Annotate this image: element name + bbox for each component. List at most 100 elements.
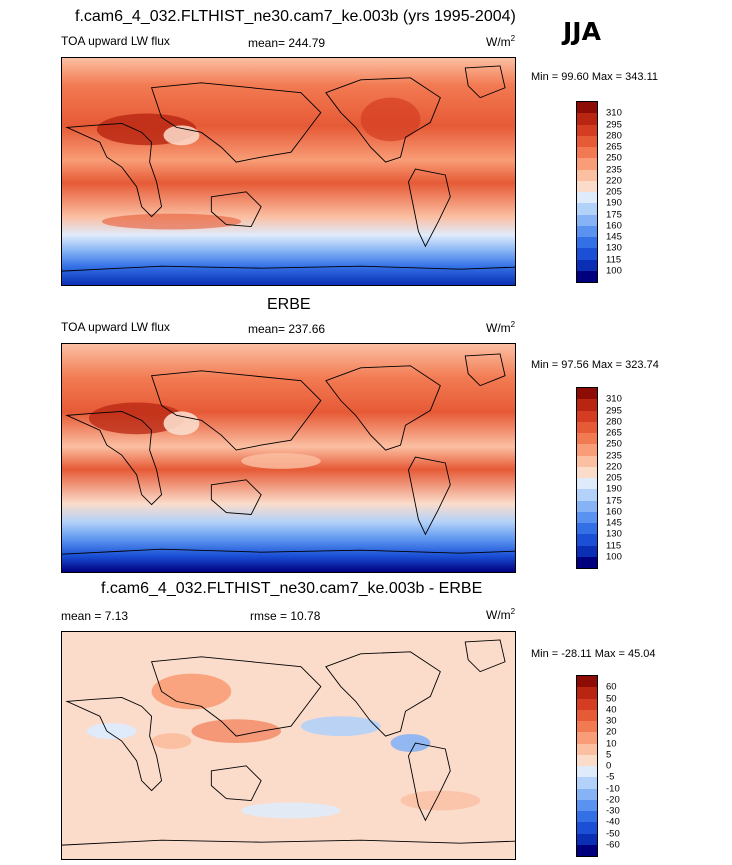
colorbar-tick-label: 310 <box>606 393 622 405</box>
season-label: JJA <box>563 17 601 46</box>
panel2-minmax: Min = 97.56 Max = 323.74 <box>531 359 659 371</box>
colorbar-tick-label: 40 <box>606 704 617 716</box>
colorbar-tick-label: -50 <box>606 828 620 839</box>
panel2-variable-label: TOA upward LW flux <box>61 320 170 334</box>
colorbar-swatch <box>577 102 597 114</box>
colorbar-tick-label: 250 <box>606 152 622 164</box>
panel2-colorbar <box>576 387 598 569</box>
colorbar-swatch <box>577 743 597 755</box>
panel3-rmse-label: rmse = 10.78 <box>250 609 321 623</box>
colorbar-tick-label: 235 <box>606 164 622 175</box>
colorbar-tick-label: 295 <box>606 119 622 130</box>
colorbar-swatch <box>577 523 597 535</box>
panel3-title: f.cam6_4_032.FLTHIST_ne30.cam7_ke.003b -… <box>101 580 483 597</box>
colorbar-tick-label: 205 <box>606 472 622 484</box>
colorbar-swatch <box>577 489 597 501</box>
colorbar-tick-label: 115 <box>606 254 622 265</box>
colorbar-swatch <box>577 158 597 170</box>
colorbar-swatch <box>577 433 597 445</box>
panel3-minmax: Min = -28.11 Max = 45.04 <box>531 648 656 660</box>
colorbar-tick-label: 235 <box>606 450 622 461</box>
colorbar-tick-label: 175 <box>606 495 622 506</box>
panel1-variable-label: TOA upward LW flux <box>61 34 170 48</box>
panel3-colorbar <box>576 675 598 857</box>
panel2-mean-label: mean= 237.66 <box>248 322 326 336</box>
colorbar-swatch <box>577 754 597 766</box>
colorbar-swatch <box>577 721 597 733</box>
colorbar-swatch <box>577 203 597 215</box>
colorbar-swatch <box>577 811 597 823</box>
colorbar-tick-label: 0 <box>606 760 612 772</box>
colorbar-swatch <box>577 135 597 147</box>
colorbar-tick-label: 250 <box>606 438 622 450</box>
panel2-map <box>61 343 516 573</box>
colorbar-swatch <box>577 788 597 800</box>
panel1-colorbar <box>576 101 598 283</box>
colorbar-swatch <box>577 147 597 159</box>
colorbar-swatch <box>577 421 597 433</box>
colorbar-swatch <box>577 766 597 778</box>
colorbar-tick-label: 30 <box>606 715 617 727</box>
colorbar-swatch <box>577 399 597 411</box>
colorbar-tick-label: 20 <box>606 726 617 738</box>
colorbar-tick-label: -60 <box>606 839 620 851</box>
colorbar-swatch <box>577 248 597 260</box>
colorbar-swatch <box>577 822 597 834</box>
colorbar-swatch <box>577 556 597 568</box>
colorbar-tick-label: 190 <box>606 483 622 495</box>
panel3-map-svg <box>62 632 515 859</box>
colorbar-tick-label: -30 <box>606 805 620 817</box>
colorbar-tick-label: 220 <box>606 461 622 473</box>
colorbar-tick-label: -10 <box>606 783 620 794</box>
colorbar-tick-label: 265 <box>606 427 622 439</box>
colorbar-tick-label: 280 <box>606 130 622 142</box>
panel2-map-svg <box>62 344 515 572</box>
colorbar-tick-label: 50 <box>606 693 617 704</box>
colorbar-tick-label: 220 <box>606 175 622 187</box>
panel1-map <box>61 57 516 286</box>
colorbar-swatch <box>577 169 597 181</box>
colorbar-swatch <box>577 676 597 688</box>
panel3-mean-label: mean = 7.13 <box>61 609 129 623</box>
colorbar-tick-label: 280 <box>606 416 622 428</box>
colorbar-tick-label: 100 <box>606 551 622 563</box>
colorbar-swatch <box>577 455 597 467</box>
colorbar-swatch <box>577 225 597 237</box>
colorbar-swatch <box>577 534 597 546</box>
colorbar-tick-label: 310 <box>606 107 622 119</box>
panel1-units: W/m2 <box>486 34 516 49</box>
colorbar-tick-label: 190 <box>606 197 622 209</box>
colorbar-swatch <box>577 687 597 699</box>
panel2-title: ERBE <box>267 296 311 313</box>
colorbar-swatch <box>577 113 597 125</box>
colorbar-swatch <box>577 545 597 557</box>
colorbar-swatch <box>577 478 597 490</box>
colorbar-swatch <box>577 388 597 400</box>
colorbar-swatch <box>577 410 597 422</box>
colorbar-tick-label: 5 <box>606 749 612 761</box>
panel3-units: W/m2 <box>486 607 516 622</box>
colorbar-swatch <box>577 466 597 478</box>
panel3-map <box>61 631 516 860</box>
colorbar-tick-label: 145 <box>606 231 622 243</box>
colorbar-swatch <box>577 709 597 721</box>
colorbar-tick-label: 10 <box>606 738 617 749</box>
colorbar-swatch <box>577 698 597 710</box>
panel1-minmax: Min = 99.60 Max = 343.11 <box>531 71 658 83</box>
panel1-title: f.cam6_4_032.FLTHIST_ne30.cam7_ke.003b (… <box>75 8 516 25</box>
colorbar-swatch <box>577 214 597 226</box>
colorbar-swatch <box>577 844 597 856</box>
colorbar-swatch <box>577 259 597 271</box>
colorbar-tick-label: 175 <box>606 209 622 220</box>
colorbar-tick-label: 205 <box>606 186 622 198</box>
panel2-units: W/m2 <box>486 320 516 335</box>
colorbar-tick-label: 60 <box>606 681 617 693</box>
colorbar-tick-label: 100 <box>606 265 622 277</box>
colorbar-swatch <box>577 124 597 136</box>
colorbar-swatch <box>577 511 597 523</box>
colorbar-swatch <box>577 732 597 744</box>
colorbar-tick-label: 160 <box>606 506 622 518</box>
colorbar-swatch <box>577 192 597 204</box>
colorbar-swatch <box>577 833 597 845</box>
panel1-mean-label: mean= 244.79 <box>248 36 326 50</box>
